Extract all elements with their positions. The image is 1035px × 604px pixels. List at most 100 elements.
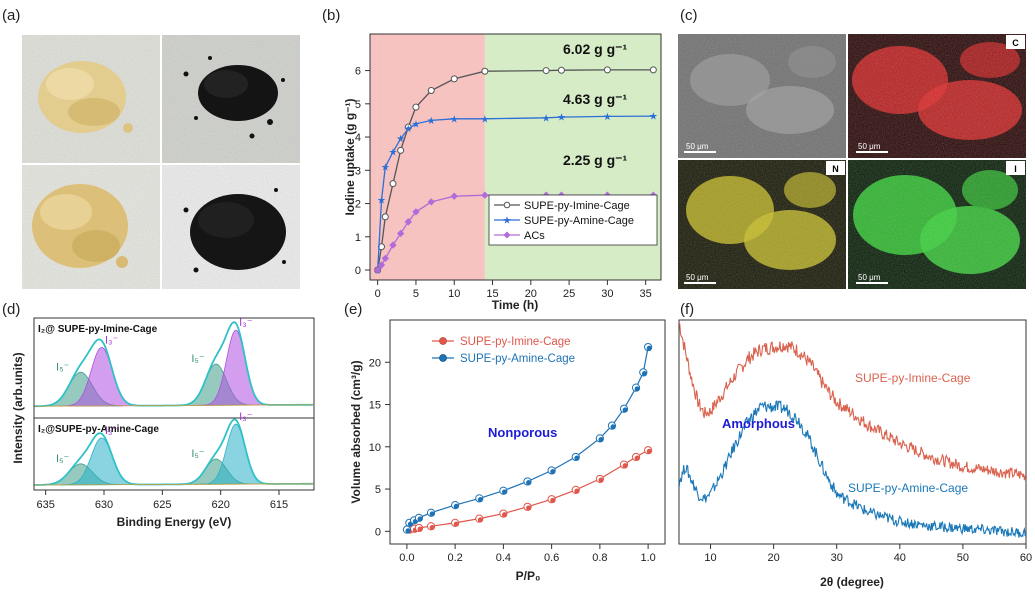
f-x-ticks: 10 20 30 40 50 60 xyxy=(704,544,1032,564)
b-point-amine: ★ xyxy=(603,112,612,123)
f-series-line-0 xyxy=(679,321,1026,481)
panel-label-d: (d) xyxy=(2,301,20,318)
e-y-axis-label: Volume absorbed (cm³/g) xyxy=(349,360,363,503)
panel-f: (f) 10 20 30 40 50 60 SUPE-py-Imine-Cage Amor… xyxy=(678,301,1032,589)
e-point-adsorption xyxy=(646,448,652,454)
b-point-imine xyxy=(397,146,405,154)
e-x-tick-label: 1.0 xyxy=(640,552,655,564)
panel-label-e: (e) xyxy=(344,301,362,318)
eds-n-element-label: N xyxy=(832,164,839,174)
e-point-adsorption xyxy=(526,480,532,486)
b-x-ticks: 0 5 10 15 20 25 30 35 xyxy=(375,280,652,300)
b-frame xyxy=(369,33,662,281)
d-peak-label-1-3: I₃⁻ xyxy=(239,411,253,423)
e-point-adsorption xyxy=(574,488,580,494)
b-legend: SUPE-py-Imine-Cage ★ SUPE-py-Amine-Cage … xyxy=(488,194,658,246)
d-peak-labels: I₅⁻ I₃⁻ I₅⁻ I₃⁻ I₅⁻ I₃⁻ I₅⁻ I₃⁻ xyxy=(56,317,253,465)
f-frame xyxy=(678,319,1027,545)
e-legend: SUPE-py-Imine-Cage SUPE-py-Amine-Cage xyxy=(432,336,575,365)
d-background-0 xyxy=(34,404,314,407)
f-series-line-1 xyxy=(679,400,1026,538)
b-x-tick-label: 10 xyxy=(448,288,460,300)
e-series-line-0 xyxy=(409,449,649,531)
b-point-amine: ★ xyxy=(557,113,566,124)
sem-scale-label: 50 μm xyxy=(686,142,709,151)
b-point-acs xyxy=(373,266,382,274)
b-y-tick-label: 1 xyxy=(355,232,361,244)
eds-map-c: 50 μm C xyxy=(848,34,1026,158)
sem-image: 50 μm xyxy=(678,34,846,158)
e-point-adsorption xyxy=(634,455,640,461)
b-y-tick-label: 5 xyxy=(355,99,361,111)
e-x-ticks: 0.0 0.2 0.4 0.6 0.8 1.0 xyxy=(399,544,656,564)
panel-c: (c) 50 μm 50 μm C xyxy=(678,7,1026,289)
b-annotation-imine: 6.02 g g⁻¹ xyxy=(563,41,628,57)
b-point-amine: ★ xyxy=(388,148,397,159)
e-point-adsorption xyxy=(598,436,604,443)
b-annotation-amine: 4.63 g g⁻¹ xyxy=(563,91,628,107)
b-shade-region-left xyxy=(370,34,378,280)
b-y-ticks: 0 1 2 3 4 5 6 xyxy=(355,66,370,277)
e-legend-marker-imine xyxy=(439,337,447,345)
photo-amine-cage-after xyxy=(162,165,300,289)
f-x-axis-label: 2θ (degree) xyxy=(820,575,884,589)
e-y-tick-label: 20 xyxy=(369,357,381,369)
b-legend-label-acs: ACs xyxy=(524,230,545,242)
d-peaks xyxy=(34,321,314,486)
b-y-tick-label: 3 xyxy=(355,165,361,177)
e-point-adsorption xyxy=(453,503,459,509)
d-peak-label-0-1: I₃⁻ xyxy=(105,334,119,346)
b-point-amine: ★ xyxy=(377,196,386,207)
e-x-tick-label: 0.6 xyxy=(544,552,559,564)
b-point-imine xyxy=(381,213,389,221)
e-y-tick-label: 5 xyxy=(375,484,381,496)
f-x-tick-label: 50 xyxy=(957,552,969,564)
f-label-amine: SUPE-py-Amine-Cage xyxy=(848,481,968,495)
eds-n-tag-box xyxy=(826,161,845,175)
e-x-tick-label: 0.0 xyxy=(399,552,414,564)
e-series xyxy=(402,342,653,534)
e-point-adsorption xyxy=(598,477,604,483)
f-label-imine: SUPE-py-Imine-Cage xyxy=(855,371,971,385)
d-title-top: I₂@ SUPE-py-Imine-Cage xyxy=(38,324,158,335)
e-point-adsorption xyxy=(622,463,628,469)
panel-a: (a) xyxy=(2,7,300,289)
panel-label-c: (c) xyxy=(680,7,698,24)
panel-label-b: (b) xyxy=(322,7,340,24)
b-y-tick-label: 2 xyxy=(355,199,361,211)
e-point-adsorption xyxy=(429,511,435,517)
e-point-adsorption xyxy=(417,526,423,532)
f-x-tick-label: 10 xyxy=(704,552,716,564)
f-series xyxy=(679,321,1026,538)
b-point-imine xyxy=(603,66,611,74)
b-point-imine xyxy=(542,67,550,75)
b-legend-marker-amine: ★ xyxy=(503,216,512,227)
eds-c-tag-box xyxy=(1006,35,1025,49)
panel-label-a: (a) xyxy=(2,7,20,24)
f-x-tick-label: 60 xyxy=(1020,552,1032,564)
d-y-axis-label: Intensity (arb.units) xyxy=(11,352,25,463)
b-point-amine: ★ xyxy=(404,124,413,135)
b-point-imine xyxy=(557,66,565,74)
d-peak-label-1-2: I₅⁻ xyxy=(191,448,204,460)
e-y-tick-label: 10 xyxy=(369,442,381,454)
e-point-adsorption xyxy=(477,496,484,503)
b-legend-label-imine: SUPE-py-Imine-Cage xyxy=(524,200,630,212)
b-x-tick-label: 35 xyxy=(640,288,652,300)
b-point-amine: ★ xyxy=(542,113,551,124)
d-peak-label-1-1: I₃⁻ xyxy=(105,425,119,437)
b-x-tick-label: 30 xyxy=(601,288,613,300)
f-x-tick-label: 30 xyxy=(831,552,843,564)
b-point-imine xyxy=(450,75,458,83)
eds-c-scale-label: 50 μm xyxy=(858,142,881,151)
b-point-imine xyxy=(412,103,420,111)
d-peak-label-1-0: I₅⁻ xyxy=(56,453,69,465)
e-point-adsorption xyxy=(646,345,652,351)
b-point-imine xyxy=(649,66,657,74)
b-point-acs xyxy=(377,261,386,269)
b-series-line-1 xyxy=(377,115,654,271)
e-y-ticks: 0 5 10 15 20 xyxy=(369,357,390,538)
d-x-axis-label: Binding Energy (eV) xyxy=(117,515,232,529)
e-y-tick-label: 15 xyxy=(369,400,381,412)
e-point-adsorption xyxy=(622,407,628,413)
